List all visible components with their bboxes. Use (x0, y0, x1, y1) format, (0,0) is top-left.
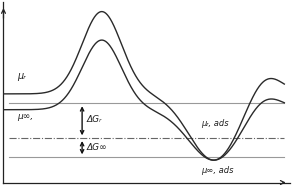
Text: μ∞, ads: μ∞, ads (201, 166, 234, 175)
Text: ΔGᵣ: ΔGᵣ (86, 115, 102, 124)
Text: μᵣ, ads: μᵣ, ads (201, 119, 229, 129)
Text: μ∞,: μ∞, (18, 112, 34, 121)
Text: ΔG∞: ΔG∞ (86, 143, 107, 152)
Text: μᵣ: μᵣ (18, 71, 26, 81)
